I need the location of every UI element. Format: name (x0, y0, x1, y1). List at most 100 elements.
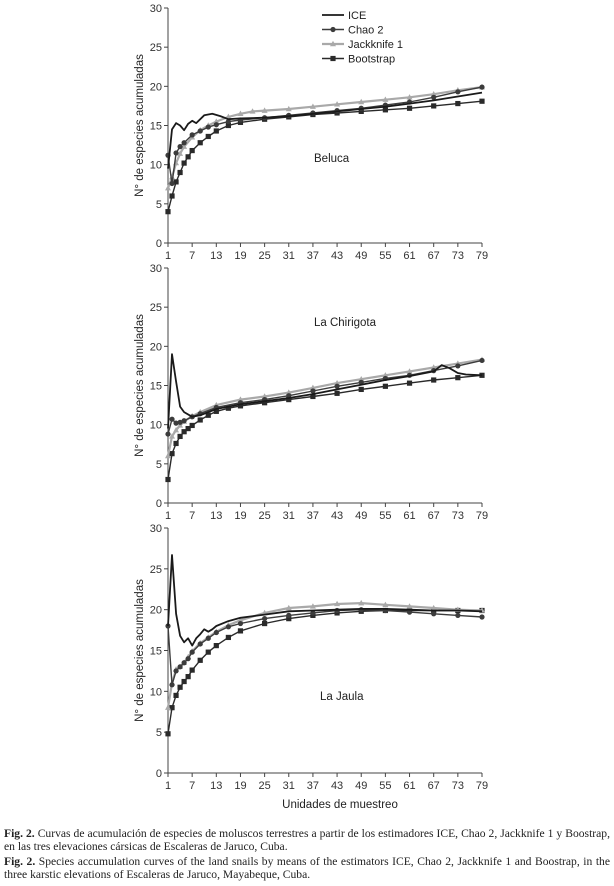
y-tick-label: 10 (150, 686, 162, 698)
data-point-bootstrap (286, 397, 292, 403)
data-point-bootstrap (237, 403, 244, 409)
panel-label-beluca: Beluca (314, 153, 350, 165)
data-point-chao-2 (431, 94, 437, 100)
x-tick-label: 61 (403, 250, 415, 262)
data-point-bootstrap (431, 377, 437, 383)
data-point-jackknife-1 (406, 368, 413, 374)
data-point-bootstrap (173, 692, 179, 699)
data-point-jackknife-1 (165, 704, 171, 710)
data-point-jackknife-1 (165, 452, 171, 459)
data-point-bootstrap (177, 684, 183, 690)
x-tick-label: 79 (476, 510, 488, 522)
data-point-jackknife-1 (334, 101, 341, 107)
data-point-bootstrap (169, 451, 175, 457)
chart-panel-beluca: 0 5 10 15 20 25 30 1 7 13 19 25 31 37 43 49 55 61 67 73 79 N°… (134, 3, 488, 262)
data-point-chao-2 (173, 668, 179, 674)
data-point-jackknife-1 (406, 603, 413, 609)
data-point-chao-2 (177, 144, 183, 150)
series-line-bootstrap (167, 100, 483, 212)
data-point-jackknife-1 (169, 433, 176, 439)
x-tick-label: 49 (355, 250, 367, 262)
data-point-jackknife-1 (177, 150, 184, 156)
y-tick-label: 15 (150, 121, 162, 133)
data-point-bootstrap (382, 107, 388, 113)
data-point-bootstrap (197, 417, 203, 423)
x-tick-label: 7 (189, 780, 195, 792)
x-tick-label: 19 (234, 250, 246, 262)
data-point-bootstrap (205, 133, 211, 140)
data-point-jackknife-1 (358, 599, 365, 606)
data-point-chao-2 (173, 150, 179, 156)
x-tick-label: 49 (355, 510, 367, 522)
x-tick-label: 61 (403, 780, 415, 792)
series-bootstrap (165, 372, 485, 483)
series-line-chao-2 (167, 86, 483, 185)
y-tick-label: 0 (156, 498, 162, 510)
data-point-bootstrap (197, 657, 203, 663)
data-point-jackknife-1 (430, 604, 437, 611)
y-tick-label: 5 (156, 199, 162, 211)
data-point-bootstrap (177, 169, 183, 176)
data-point-bootstrap (310, 393, 316, 400)
data-point-chao-2 (177, 664, 183, 670)
data-point-chao-2 (181, 140, 187, 146)
x-tick-label: 43 (331, 250, 343, 262)
data-point-bootstrap (205, 649, 211, 655)
data-point-bootstrap (286, 616, 292, 622)
data-point-bootstrap (197, 140, 203, 146)
x-tick-label: 73 (452, 250, 464, 262)
caption-english: Fig. 2. Species accumulation curves of t… (4, 855, 610, 881)
data-point-jackknife-1 (309, 384, 316, 391)
data-point-bootstrap (169, 193, 175, 199)
data-point-bootstrap (205, 412, 211, 418)
legend-label-bootstrap: Bootstrap (348, 54, 395, 66)
data-point-bootstrap (225, 405, 231, 411)
series-jackknife-1 (165, 356, 485, 459)
y-tick-label: 30 (150, 263, 162, 275)
data-point-chao-2 (455, 612, 461, 618)
x-tick-label: 1 (165, 510, 171, 522)
data-point-bootstrap (406, 105, 413, 111)
caption-spanish: Fig. 2. Curvas de acumulación de especie… (4, 827, 610, 853)
x-tick-label: 67 (428, 780, 440, 792)
data-point-bootstrap (189, 147, 195, 154)
series-line-jackknife-1 (166, 86, 483, 189)
caption-spanish-label: Fig. 2. (4, 827, 35, 840)
x-tick-label: 1 (165, 250, 171, 262)
caption-spanish-text: Curvas de acumulación de especies de mol… (4, 827, 610, 853)
data-point-jackknife-1 (261, 107, 268, 113)
data-point-jackknife-1 (165, 184, 171, 191)
legend-label-chao-2: Chao 2 (348, 25, 383, 37)
data-point-jackknife-1 (213, 118, 220, 124)
y-tick-label: 30 (150, 523, 162, 535)
data-point-chao-2 (213, 629, 219, 636)
x-tick-label: 79 (476, 250, 488, 262)
data-point-chao-2 (181, 418, 187, 424)
x-tick-label: 19 (234, 780, 246, 792)
data-point-bootstrap (173, 440, 179, 447)
data-point-bootstrap (237, 628, 244, 634)
y-tick-label: 5 (156, 459, 162, 471)
data-point-chao-2 (189, 132, 195, 138)
data-point-jackknife-1 (358, 98, 365, 105)
y-tick-label: 0 (156, 238, 162, 250)
data-point-chao-2 (173, 420, 179, 426)
data-point-jackknife-1 (237, 110, 244, 116)
legend-label-ice: ICE (348, 10, 366, 22)
y-tick-label: 10 (150, 420, 162, 432)
data-point-bootstrap (479, 98, 485, 104)
data-point-jackknife-1 (237, 396, 244, 402)
series-line-ice (167, 91, 483, 169)
data-point-chao-2 (205, 635, 211, 641)
y-tick-label: 25 (150, 302, 162, 314)
data-point-bootstrap (165, 731, 171, 737)
data-point-chao-2 (334, 383, 340, 389)
data-point-chao-2 (181, 660, 187, 666)
data-point-chao-2 (197, 641, 203, 647)
x-tick-label: 7 (189, 510, 195, 522)
data-point-chao-2 (479, 357, 485, 364)
legend-marker-chao-2 (330, 26, 336, 33)
data-point-chao-2 (205, 124, 211, 130)
data-point-jackknife-1 (382, 372, 389, 378)
panel-label-la-chirigota: La Chirigota (314, 317, 377, 329)
